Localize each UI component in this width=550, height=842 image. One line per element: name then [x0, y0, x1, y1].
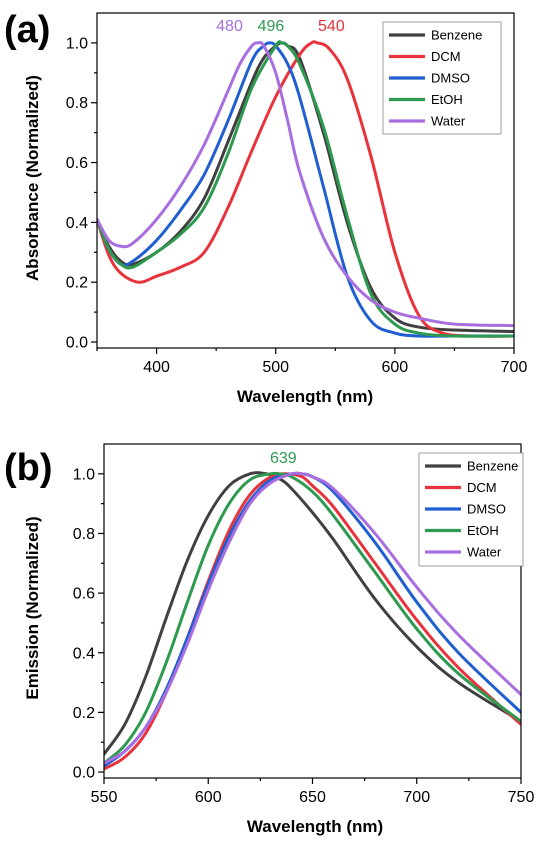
emission-y-tick-label: 0.4 [73, 645, 95, 662]
absorbance-y-tick-label: 0.2 [66, 275, 88, 292]
emission-x-tick-label: 700 [403, 789, 430, 806]
absorbance-x-axis-title: Wavelength (nm) [237, 387, 373, 406]
emission-plot-area: 550 600 650 700 750 0.0 0.2 0.4 0.6 0.8 1.0 Benzene… [73, 443, 535, 806]
absorbance-y-tick-label: 0.4 [66, 215, 88, 232]
emission-legend-label-etoh: EtOH [467, 523, 499, 538]
emission-legend-label-dcm: DCM [467, 480, 497, 495]
emission-x-tick-label: 750 [508, 789, 535, 806]
absorbance-legend-label-etoh: EtOH [431, 92, 463, 107]
absorbance-peak-label: 480 [216, 18, 243, 35]
absorbance-y-axis-title: Absorbance (Normalized) [23, 75, 42, 281]
emission-x-tick-label: 650 [299, 789, 326, 806]
absorbance-panel: (a) 400 500 600 700 0.0 0.2 0.4 0.6 0.8 1.0 Benzen… [4, 9, 527, 406]
absorbance-series-etoh [97, 40, 514, 338]
absorbance-legend-label-dmso: DMSO [431, 71, 470, 86]
absorbance-x-tick-label: 500 [262, 359, 289, 376]
emission-y-axis-title: Emission (Normalized) [23, 516, 42, 699]
absorbance-legend-label-water: Water [431, 114, 466, 129]
emission-legend: Benzene DCM DMSO EtOH Water [418, 452, 524, 567]
emission-legend-label-benzene: Benzene [467, 459, 518, 474]
absorbance-peak-label: 496 [258, 18, 285, 35]
emission-series-water [104, 471, 521, 765]
absorbance-series-water [97, 41, 514, 328]
emission-peak-label: 639 [270, 450, 297, 467]
emission-series-group [104, 471, 521, 771]
emission-y-tick-label: 0.8 [73, 526, 95, 543]
absorbance-series-group [97, 40, 514, 338]
absorbance-x-tick-label: 600 [382, 359, 409, 376]
absorbance-legend-label-benzene: Benzene [431, 28, 482, 43]
emission-y-tick-label: 0.2 [73, 705, 95, 722]
panel-label-a: (a) [4, 9, 50, 51]
absorbance-legend-label-dcm: DCM [431, 49, 461, 64]
emission-x-axis-title: Wavelength (nm) [247, 817, 383, 836]
absorbance-plot-area: 400 500 600 700 0.0 0.2 0.4 0.6 0.8 1.0 Benzene DCM… [66, 12, 528, 376]
emission-x-tick-label: 600 [195, 789, 222, 806]
emission-legend-label-dmso: DMSO [467, 502, 506, 517]
absorbance-x-tick-label: 700 [501, 359, 528, 376]
absorbance-legend: Benzene DCM DMSO EtOH Water [382, 21, 502, 135]
absorbance-plot-frame [96, 12, 515, 349]
emission-y-tick-label: 0.0 [73, 765, 95, 782]
absorbance-y-tick-label: 1.0 [66, 35, 88, 52]
absorbance-y-tick-label: 0.6 [66, 155, 88, 172]
emission-y-tick-label: 0.6 [73, 586, 95, 603]
absorbance-series-dcm [97, 40, 514, 338]
emission-legend-label-water: Water [467, 545, 502, 560]
emission-x-tick-label: 550 [91, 789, 118, 806]
emission-y-tick-label: 1.0 [73, 466, 95, 483]
absorbance-series-dmso [97, 41, 514, 338]
emission-panel: (b) 550 600 650 700 750 0.0 0.2 0.4 0.6 0.8 1.0 Ben… [4, 443, 535, 836]
panel-label-b: (b) [4, 447, 53, 489]
absorbance-y-tick-label: 0.0 [66, 335, 88, 352]
absorbance-peak-label: 540 [318, 18, 345, 35]
emission-series-etoh [104, 471, 521, 765]
absorbance-x-tick-label: 400 [143, 359, 170, 376]
absorbance-y-tick-label: 0.8 [66, 95, 88, 112]
